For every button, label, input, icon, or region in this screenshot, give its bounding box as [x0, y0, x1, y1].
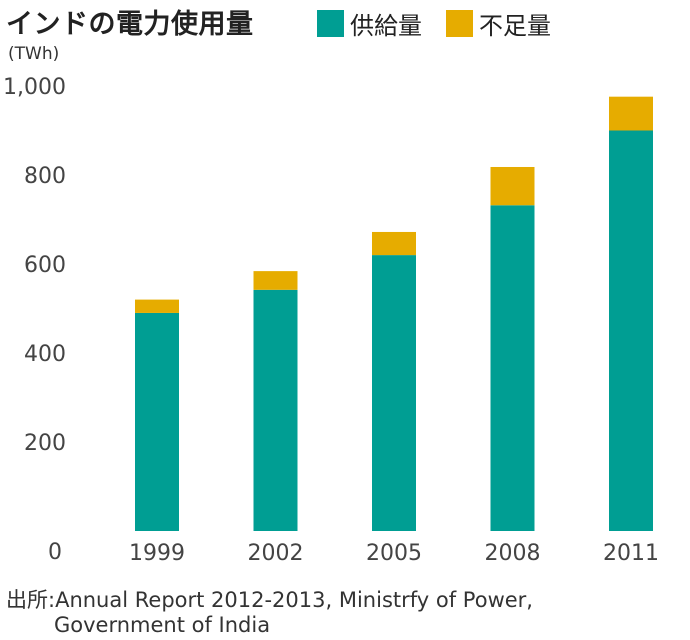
- x-tick-label: 2002: [248, 541, 304, 566]
- x-tick-label: 2005: [366, 541, 422, 566]
- x-tick-label: 2008: [485, 541, 541, 566]
- y-tick-label: 600: [24, 253, 66, 278]
- source-note: 出所:Annual Report 2012-2013, Ministrfy of…: [6, 588, 533, 638]
- bar-segment: [490, 166, 535, 206]
- y-tick-label: 800: [24, 164, 66, 189]
- bar-segment: [372, 231, 416, 256]
- y-tick-label: 1,000: [3, 75, 66, 100]
- source-line-1: 出所:Annual Report 2012-2013, Ministrfy of…: [6, 588, 533, 612]
- bar-segment: [609, 96, 653, 131]
- bar-segment: [135, 299, 179, 313]
- legend-label-supply: 供給量: [350, 12, 422, 40]
- bar-segment: [609, 130, 653, 531]
- legend-swatch-supply: [317, 10, 344, 37]
- bar-segment: [372, 255, 416, 531]
- bar-segment: [253, 289, 298, 531]
- legend-swatch-shortage: [446, 10, 473, 37]
- bar-segment: [135, 312, 179, 531]
- y-tick-label: 0: [48, 540, 62, 565]
- chart-title: インドの電力使用量: [6, 9, 254, 40]
- y-tick-label: 400: [24, 342, 66, 367]
- legend-label-shortage: 不足量: [479, 12, 551, 40]
- x-tick-label: 1999: [129, 541, 185, 566]
- legend: 供給量 不足量: [317, 6, 575, 41]
- x-tick-label: 2011: [603, 541, 659, 566]
- bar-segment: [490, 205, 535, 531]
- y-tick-label: 200: [24, 431, 66, 456]
- legend-item-shortage: 不足量: [446, 6, 551, 41]
- source-line-2: Government of India: [54, 613, 271, 637]
- legend-item-supply: 供給量: [317, 6, 422, 41]
- y-axis-unit: (TWh): [8, 44, 60, 64]
- bar-segment: [253, 271, 298, 290]
